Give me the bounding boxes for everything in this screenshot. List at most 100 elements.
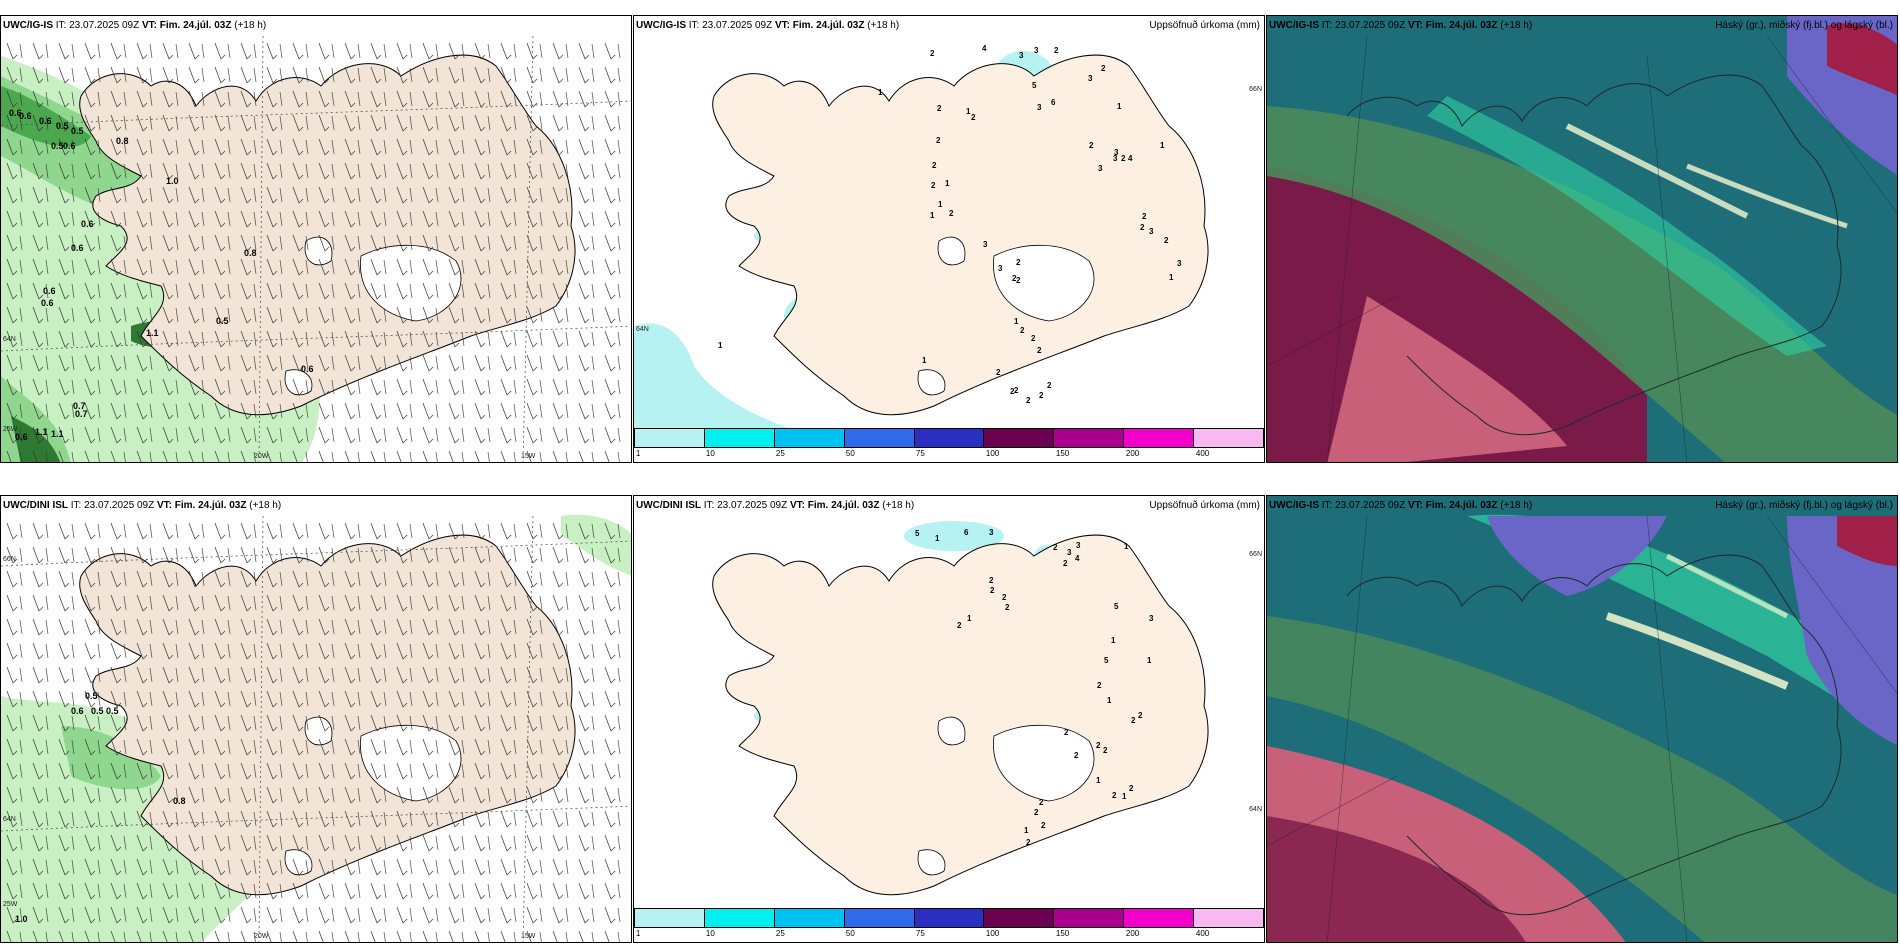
lat-label-64n: 64N: [3, 336, 16, 343]
precip-value-label: 3: [1149, 227, 1154, 236]
colorbar-swatch: [914, 428, 985, 448]
wind-value-label: 0.5: [91, 706, 104, 716]
precip-value-label: 2: [1112, 791, 1117, 800]
lat-label-66n: 66N: [3, 556, 16, 563]
precip-value-label: 2: [1053, 543, 1058, 552]
precip-value-label: 2: [932, 161, 937, 170]
panel-field-title: Uppsöfnuð úrkoma (mm): [1149, 20, 1260, 31]
precip-value-label: 6: [1051, 98, 1056, 107]
colorbar-swatch: [774, 908, 845, 928]
precip-colorbar: 1 10 25 50 75 100 150 200 400: [634, 428, 1264, 462]
wind-value-label: 0.8: [173, 796, 186, 806]
lon-label-20w: 20W: [254, 933, 269, 940]
panel-title: UWC/DINI ISL IT: 23.07.2025 09Z VT: Fim.…: [636, 500, 915, 511]
colorbar-label: 100: [985, 449, 1000, 458]
precip-value-label: 1: [930, 211, 935, 220]
wind-map: [1, 496, 631, 942]
precip-value-label: 1: [1117, 102, 1122, 111]
map-panel-precip-top: UWC/IG-IS IT: 23.07.2025 09Z VT: Fim. 24…: [633, 15, 1265, 463]
colorbar-label: 100: [985, 929, 1000, 938]
precip-value-label: 5: [915, 529, 920, 538]
precip-value-label: 1: [1160, 141, 1165, 150]
precip-value-label: 2: [1002, 593, 1007, 602]
map-panel-cloud-top: UWC/IG-IS IT: 23.07.2025 09Z VT: Fim. 24…: [1266, 15, 1898, 463]
precip-value-label: 2: [1074, 751, 1079, 760]
wind-value-label: 0.5: [51, 141, 64, 151]
precip-value-label: 2: [949, 209, 954, 218]
wind-value-label: 0.6: [301, 364, 314, 374]
colorbar-swatch: [1194, 908, 1264, 928]
panel-title: UWC/IG-IS IT: 23.07.2025 09Z VT: Fim. 24…: [636, 20, 900, 31]
colorbar-label: 400: [1195, 449, 1210, 458]
precip-value-label: 2: [996, 368, 1001, 377]
colorbar-swatch: [1194, 428, 1264, 448]
precip-value-label: 4: [982, 44, 987, 53]
precip-value-label: 2: [1129, 784, 1134, 793]
lon-label-15w: 15W: [521, 453, 536, 460]
precip-value-label: 2: [1037, 346, 1042, 355]
precip-value-label: 1: [945, 179, 950, 188]
wind-value-label: 0.5: [216, 316, 229, 326]
precip-value-label: 2: [1016, 258, 1021, 267]
wind-value-label: 1.1: [35, 427, 48, 437]
wind-value-label: 0.5: [71, 126, 84, 136]
precip-value-label: 5: [1104, 656, 1109, 665]
precip-value-label: 1: [1107, 696, 1112, 705]
wind-value-label: 0.6: [41, 298, 54, 308]
colorbar-label: 25: [775, 929, 785, 938]
colorbar-label: 50: [845, 929, 855, 938]
precip-value-label: 2: [1131, 716, 1136, 725]
precip-value-label: 1: [1024, 826, 1029, 835]
map-panel-wind-top: UWC/IG-IS IT: 23.07.2025 09Z VT: Fim. 24…: [0, 15, 632, 463]
lat-label-64n: 64N: [3, 816, 16, 823]
precip-value-label: 2: [1039, 391, 1044, 400]
precip-value-label: 3: [1114, 148, 1119, 157]
wind-value-label: 0.6: [9, 108, 22, 118]
wind-value-label: 0.8: [116, 136, 129, 146]
precip-value-label: 2: [937, 104, 942, 113]
precip-value-label: 3: [998, 264, 1003, 273]
precip-value-label: 1: [1096, 776, 1101, 785]
wind-value-label: 0.6: [71, 243, 84, 253]
precip-value-label: 5: [1114, 602, 1119, 611]
precip-value-label: 2: [1164, 236, 1169, 245]
precip-value-label: 2: [1103, 746, 1108, 755]
precip-value-label: 3: [1113, 154, 1118, 163]
colorbar-swatch: [844, 428, 915, 448]
precip-value-label: 3: [1034, 46, 1039, 55]
precip-value-label: 2: [1005, 603, 1010, 612]
panel-title: UWC/IG-IS IT: 23.07.2025 09Z VT: Fim. 24…: [1269, 20, 1533, 31]
panel-field-title: Uppsöfnuð úrkoma (mm): [1149, 500, 1260, 511]
wind-value-label: 0.8: [244, 248, 257, 258]
precip-value-label: 2: [1101, 64, 1106, 73]
precip-value-label: 2: [1041, 821, 1046, 830]
colorbar-swatch: [704, 908, 775, 928]
precip-value-label: 2: [1014, 386, 1019, 395]
precip-value-label: 1: [1147, 656, 1152, 665]
precip-value-label: 2: [1047, 381, 1052, 390]
panel-title: UWC/DINI ISL IT: 23.07.2025 09Z VT: Fim.…: [3, 500, 282, 511]
map-panel-wind-bot: UWC/DINI ISL IT: 23.07.2025 09Z VT: Fim.…: [0, 495, 632, 943]
wind-value-label: 1.1: [146, 328, 159, 338]
precip-value-label: 2: [1096, 741, 1101, 750]
colorbar-swatch: [1054, 908, 1125, 928]
precip-value-label: 2: [1026, 838, 1031, 847]
colorbar-label: 10: [705, 449, 715, 458]
precip-value-label: 2: [1031, 334, 1036, 343]
precip-value-label: 2: [1142, 212, 1147, 221]
lat-label: 66N: [1249, 551, 1262, 558]
precip-value-label: 1: [1014, 317, 1019, 326]
colorbar-label: 200: [1125, 929, 1140, 938]
map-panel-precip-bot: UWC/DINI ISL IT: 23.07.2025 09Z VT: Fim.…: [633, 495, 1265, 943]
precip-value-label: 2: [1140, 223, 1145, 232]
lon-label-25w: 25W: [3, 901, 18, 908]
precip-value-label: 3: [1037, 103, 1042, 112]
precip-value-label: 2: [1012, 274, 1017, 283]
precip-value-label: 2: [1089, 141, 1094, 150]
colorbar-swatch: [1124, 428, 1195, 448]
precip-value-label: 3: [1149, 614, 1154, 623]
cloud-map: [1267, 16, 1897, 462]
precip-map: [634, 16, 1264, 462]
colorbar-label: 75: [915, 449, 925, 458]
wind-value-label: 0.7: [73, 401, 86, 411]
